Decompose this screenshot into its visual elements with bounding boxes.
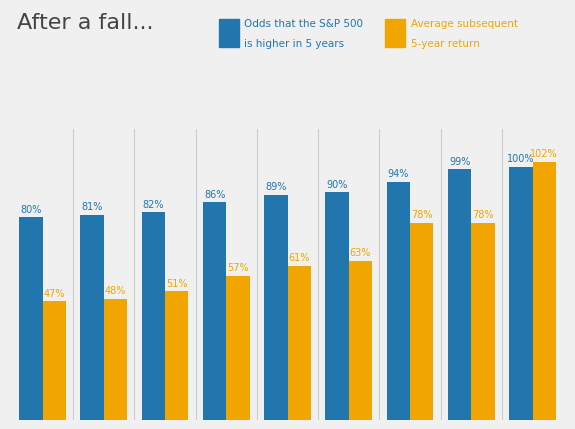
Bar [226,276,250,420]
Bar [264,195,288,420]
Text: Odds that the S&P 500: Odds that the S&P 500 [244,19,363,29]
Bar [81,215,104,420]
Bar [19,218,43,420]
Text: 86%: 86% [204,190,225,200]
Text: 80%: 80% [20,205,41,215]
Bar [472,223,494,420]
Text: Average subsequent: Average subsequent [411,19,518,29]
Text: 100%: 100% [507,154,535,164]
Text: 47%: 47% [43,289,65,299]
Text: 78%: 78% [411,210,432,220]
Text: 99%: 99% [449,157,470,167]
Bar [203,202,226,420]
Text: 61%: 61% [289,253,310,263]
Text: 51%: 51% [166,278,187,289]
Text: 102%: 102% [530,149,558,159]
Bar [387,182,410,420]
Bar [104,299,127,420]
Bar [141,212,165,420]
Text: 57%: 57% [227,263,249,273]
Text: 63%: 63% [350,248,371,258]
Bar [410,223,434,420]
Bar [509,167,532,420]
Text: is higher in 5 years: is higher in 5 years [244,39,344,48]
Bar [448,169,471,420]
Bar [165,291,188,420]
Text: 5-year return: 5-year return [411,39,480,48]
Text: 82%: 82% [143,200,164,210]
Bar [325,192,349,420]
Text: 90%: 90% [327,180,348,190]
Bar [43,301,66,420]
Text: 78%: 78% [472,210,494,220]
Text: 48%: 48% [105,286,126,296]
Text: 94%: 94% [388,169,409,179]
Bar [532,162,556,420]
Bar [349,260,372,420]
Text: 81%: 81% [82,202,103,212]
Text: After a fall...: After a fall... [17,13,154,33]
Bar [288,266,310,420]
Text: 89%: 89% [265,182,286,192]
